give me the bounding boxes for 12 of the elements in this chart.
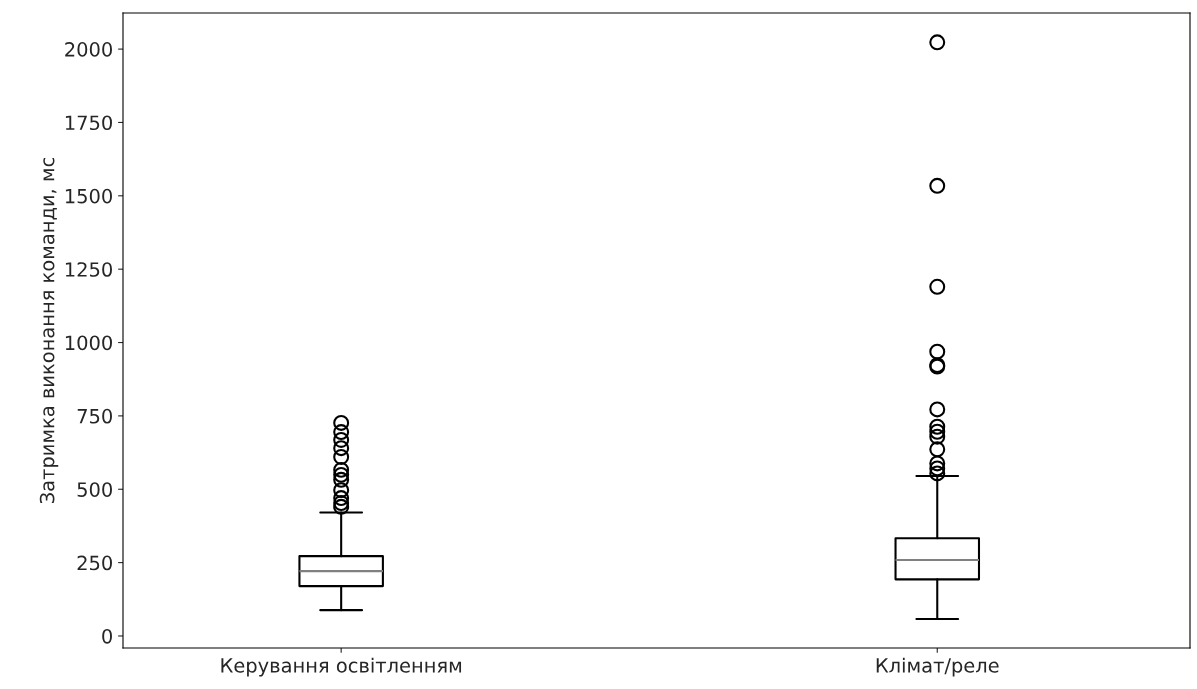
y-tick-label: 1500 — [65, 188, 112, 204]
y-axis-title: Затримка виконання команди, мс — [39, 157, 59, 504]
x-tick-label: Клімат/реле — [876, 657, 999, 677]
y-tick-label: 1000 — [65, 335, 112, 351]
x-tick-label: Керування освітленням — [221, 657, 462, 677]
y-tick-label: 1750 — [65, 115, 112, 131]
y-tick-label: 250 — [77, 555, 112, 571]
y-tick-label: 0 — [102, 628, 112, 644]
y-tick-label: 500 — [77, 482, 112, 497]
y-tick-label: 2000 — [65, 42, 112, 57]
y-tick-label: 1250 — [65, 262, 112, 277]
y-tick-label: 750 — [77, 408, 112, 424]
